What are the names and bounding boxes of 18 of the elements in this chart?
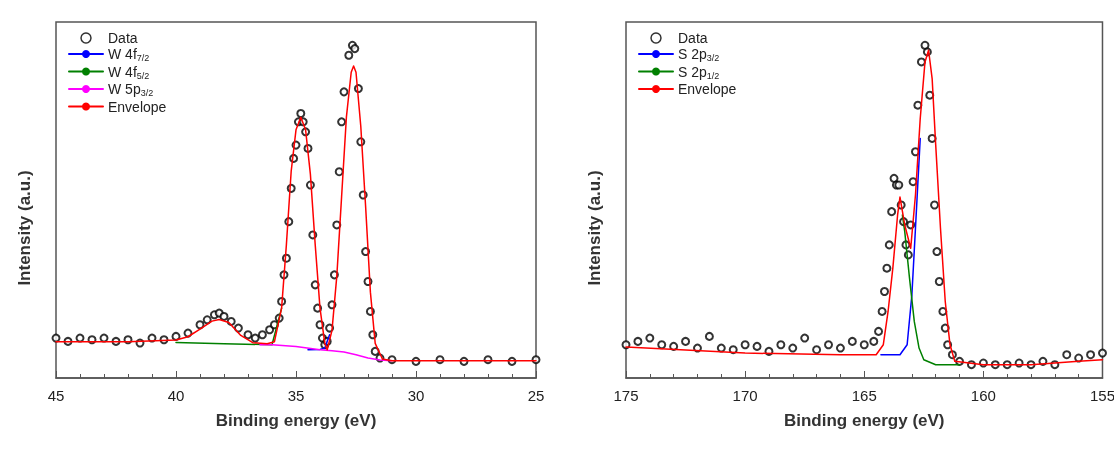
y-axis-title: Intensity (a.u.) — [585, 170, 604, 286]
x-tick-label: 40 — [167, 387, 185, 404]
legend-label: Envelope — [108, 98, 167, 115]
x-tick-label: 170 — [732, 387, 758, 404]
legend-label: Envelope — [678, 81, 737, 97]
x-tick-label: 155 — [1089, 387, 1114, 404]
x-tick-label: 175 — [613, 387, 639, 404]
legend-label: Data — [108, 30, 138, 46]
x-tick-label: 165 — [851, 387, 877, 404]
x-tick-label: 45 — [47, 387, 65, 404]
x-axis-title: Binding energy (eV) — [783, 411, 945, 430]
x-axis-title: Binding energy (eV) — [215, 411, 377, 430]
x-tick-label: 30 — [407, 387, 425, 404]
x-tick-label: 25 — [527, 387, 545, 404]
x-tick-label: 160 — [970, 387, 996, 404]
legend-label: Data — [678, 30, 708, 46]
x-tick-label: 35 — [287, 387, 305, 404]
y-axis-title: Intensity (a.u.) — [15, 170, 34, 286]
